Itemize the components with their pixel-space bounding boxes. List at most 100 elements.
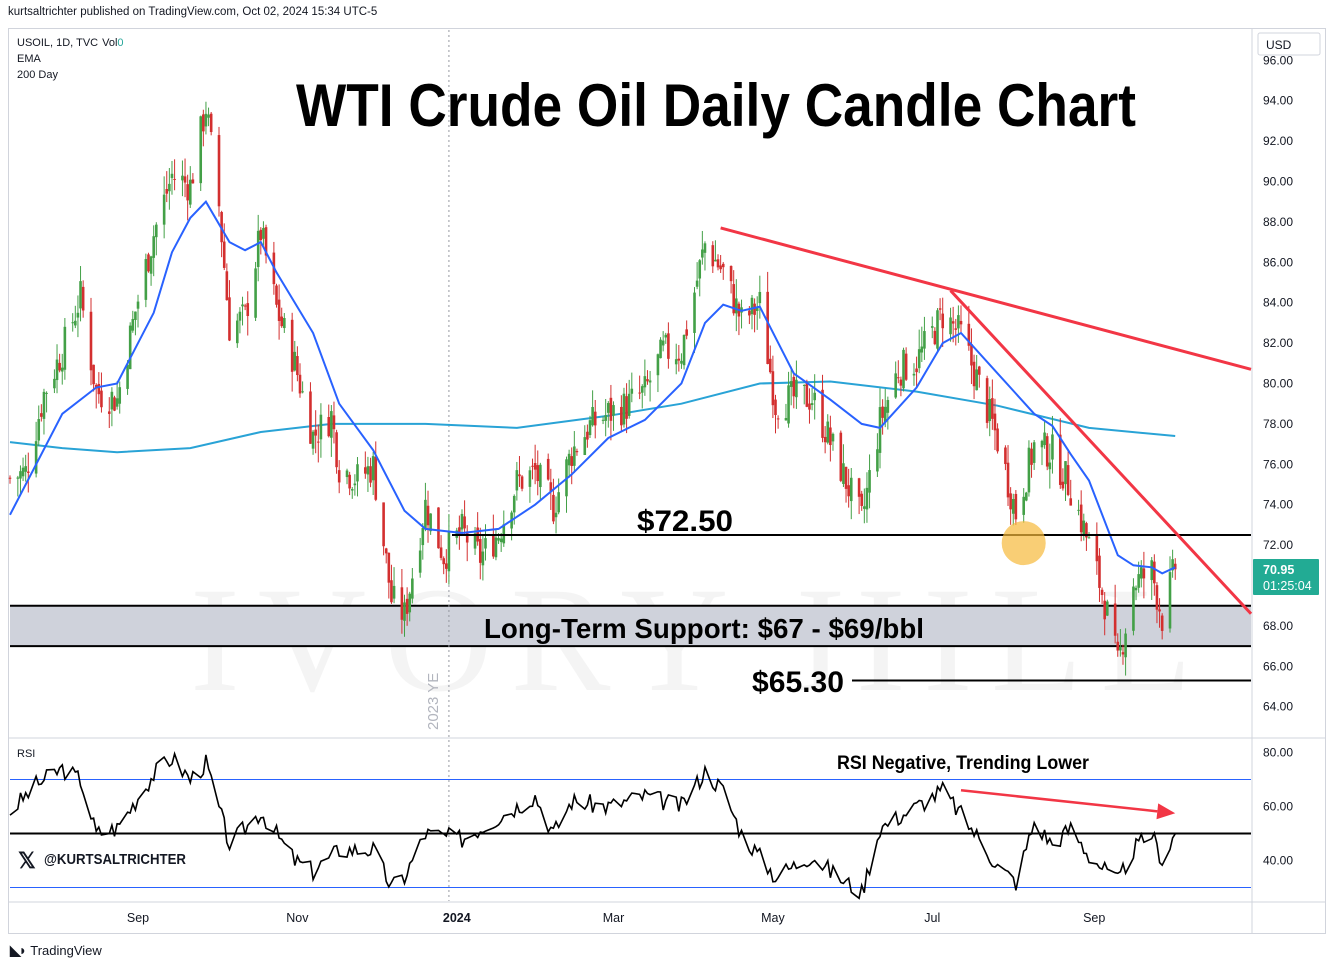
price-tick-label: 64.00 — [1263, 700, 1293, 714]
candle-body — [241, 304, 244, 307]
candle-body — [24, 466, 27, 472]
candle-body — [638, 392, 641, 394]
candle-body — [113, 397, 116, 411]
candles-group — [8, 101, 1177, 676]
time-tick-label: Jul — [924, 911, 940, 925]
candle-body — [126, 364, 129, 389]
candle-body — [309, 391, 312, 444]
time-tick-label: Nov — [286, 911, 309, 925]
candle-body — [442, 558, 445, 565]
currency-label: USD — [1266, 38, 1292, 52]
price-tick-label: 78.00 — [1263, 417, 1293, 431]
candle-body — [445, 563, 448, 569]
candle-body — [147, 254, 150, 272]
rsi-axis[interactable]: 80.00 60.00 40.00 — [1263, 746, 1293, 868]
candle-body — [40, 413, 43, 417]
footer-brand-label: TradingView — [30, 943, 102, 958]
candle-body — [949, 317, 952, 335]
chart-frame — [8, 28, 1326, 934]
candle-body — [1006, 462, 1010, 498]
support-zone-label: Long-Term Support: $67 - $69/bbl — [484, 613, 924, 644]
candle-body — [465, 531, 469, 543]
candle-body — [857, 478, 861, 497]
candle-body — [390, 580, 393, 603]
candle-body — [640, 386, 644, 393]
candle-body — [256, 230, 260, 267]
candle-body — [612, 405, 615, 416]
candle-body — [16, 477, 20, 479]
candle-body — [721, 263, 725, 268]
candle-body — [1100, 589, 1104, 596]
candle-body — [1027, 447, 1031, 493]
candle-body — [970, 344, 973, 366]
candle-body — [374, 456, 378, 500]
candle-body — [868, 470, 871, 493]
candle-body — [860, 493, 864, 506]
last-price-value: 70.95 — [1263, 563, 1294, 577]
candle-body — [768, 358, 772, 373]
candle-body — [1048, 462, 1052, 470]
trendline-long — [720, 226, 1252, 371]
candle-body — [1160, 615, 1164, 631]
footer-brand[interactable]: ◣◗ TradingView — [10, 942, 102, 959]
candle-body — [348, 474, 351, 489]
candle-body — [497, 538, 500, 541]
candle-body — [1155, 585, 1159, 610]
candle-body — [1134, 587, 1138, 591]
candle-body — [8, 477, 12, 479]
candle-body — [847, 485, 850, 497]
candle-body — [384, 548, 388, 554]
price-tick-label: 94.00 — [1263, 94, 1293, 108]
time-tick-label: 2024 — [443, 911, 471, 925]
candle-body — [181, 175, 184, 181]
rsi-line — [9, 751, 1176, 900]
candle-body — [1158, 609, 1161, 612]
resistance-label: $72.50 — [637, 505, 733, 538]
time-tick-label: Mar — [603, 911, 625, 925]
candle-body — [345, 470, 349, 478]
candle-body — [554, 512, 558, 518]
candle-body — [259, 229, 263, 241]
price-tick-label: 84.00 — [1263, 296, 1293, 310]
candle-body — [583, 437, 587, 455]
candle-body — [204, 113, 208, 127]
candle-body — [808, 403, 811, 410]
candle-body — [831, 433, 835, 442]
candle-body — [332, 415, 336, 430]
candle-body — [896, 377, 900, 379]
candle-body — [1095, 535, 1099, 562]
currency-box[interactable] — [1257, 32, 1321, 56]
time-axis[interactable]: Sep Nov 2024 Mar May Jul Sep — [127, 911, 1105, 925]
candle-body — [186, 184, 189, 201]
low-label: $65.30 — [752, 666, 844, 699]
candle-body — [886, 400, 890, 413]
candle-body — [627, 393, 631, 416]
candle-body — [865, 487, 869, 510]
candle-body — [954, 328, 958, 330]
candle-body — [750, 297, 754, 315]
candle-body — [202, 114, 205, 132]
candle-body — [79, 281, 82, 309]
candle-body — [957, 315, 960, 329]
price-tick-label: 90.00 — [1263, 175, 1293, 189]
candle-body — [1103, 600, 1106, 620]
candle-body — [1132, 586, 1135, 631]
candle-body — [515, 470, 519, 491]
candle-body — [659, 339, 662, 359]
candle-body — [191, 179, 195, 184]
candle-body — [110, 391, 114, 410]
candle-body — [484, 538, 487, 549]
candle-body — [826, 421, 830, 443]
candle-body — [330, 411, 333, 438]
chart-title: WTI Crude Oil Daily Candle Chart — [296, 72, 1136, 139]
candle-body — [539, 464, 542, 488]
candle-body — [936, 310, 939, 349]
rsi-label: RSI — [17, 748, 35, 760]
candle-body — [593, 411, 597, 426]
candle-body — [729, 265, 733, 282]
time-tick-label: Sep — [1083, 911, 1105, 925]
candle-body — [1043, 432, 1046, 446]
price-axis[interactable]: 96.00 94.00 92.00 90.00 88.00 86.00 84.00 82.00… — [1263, 53, 1293, 713]
candle-body — [849, 477, 853, 502]
